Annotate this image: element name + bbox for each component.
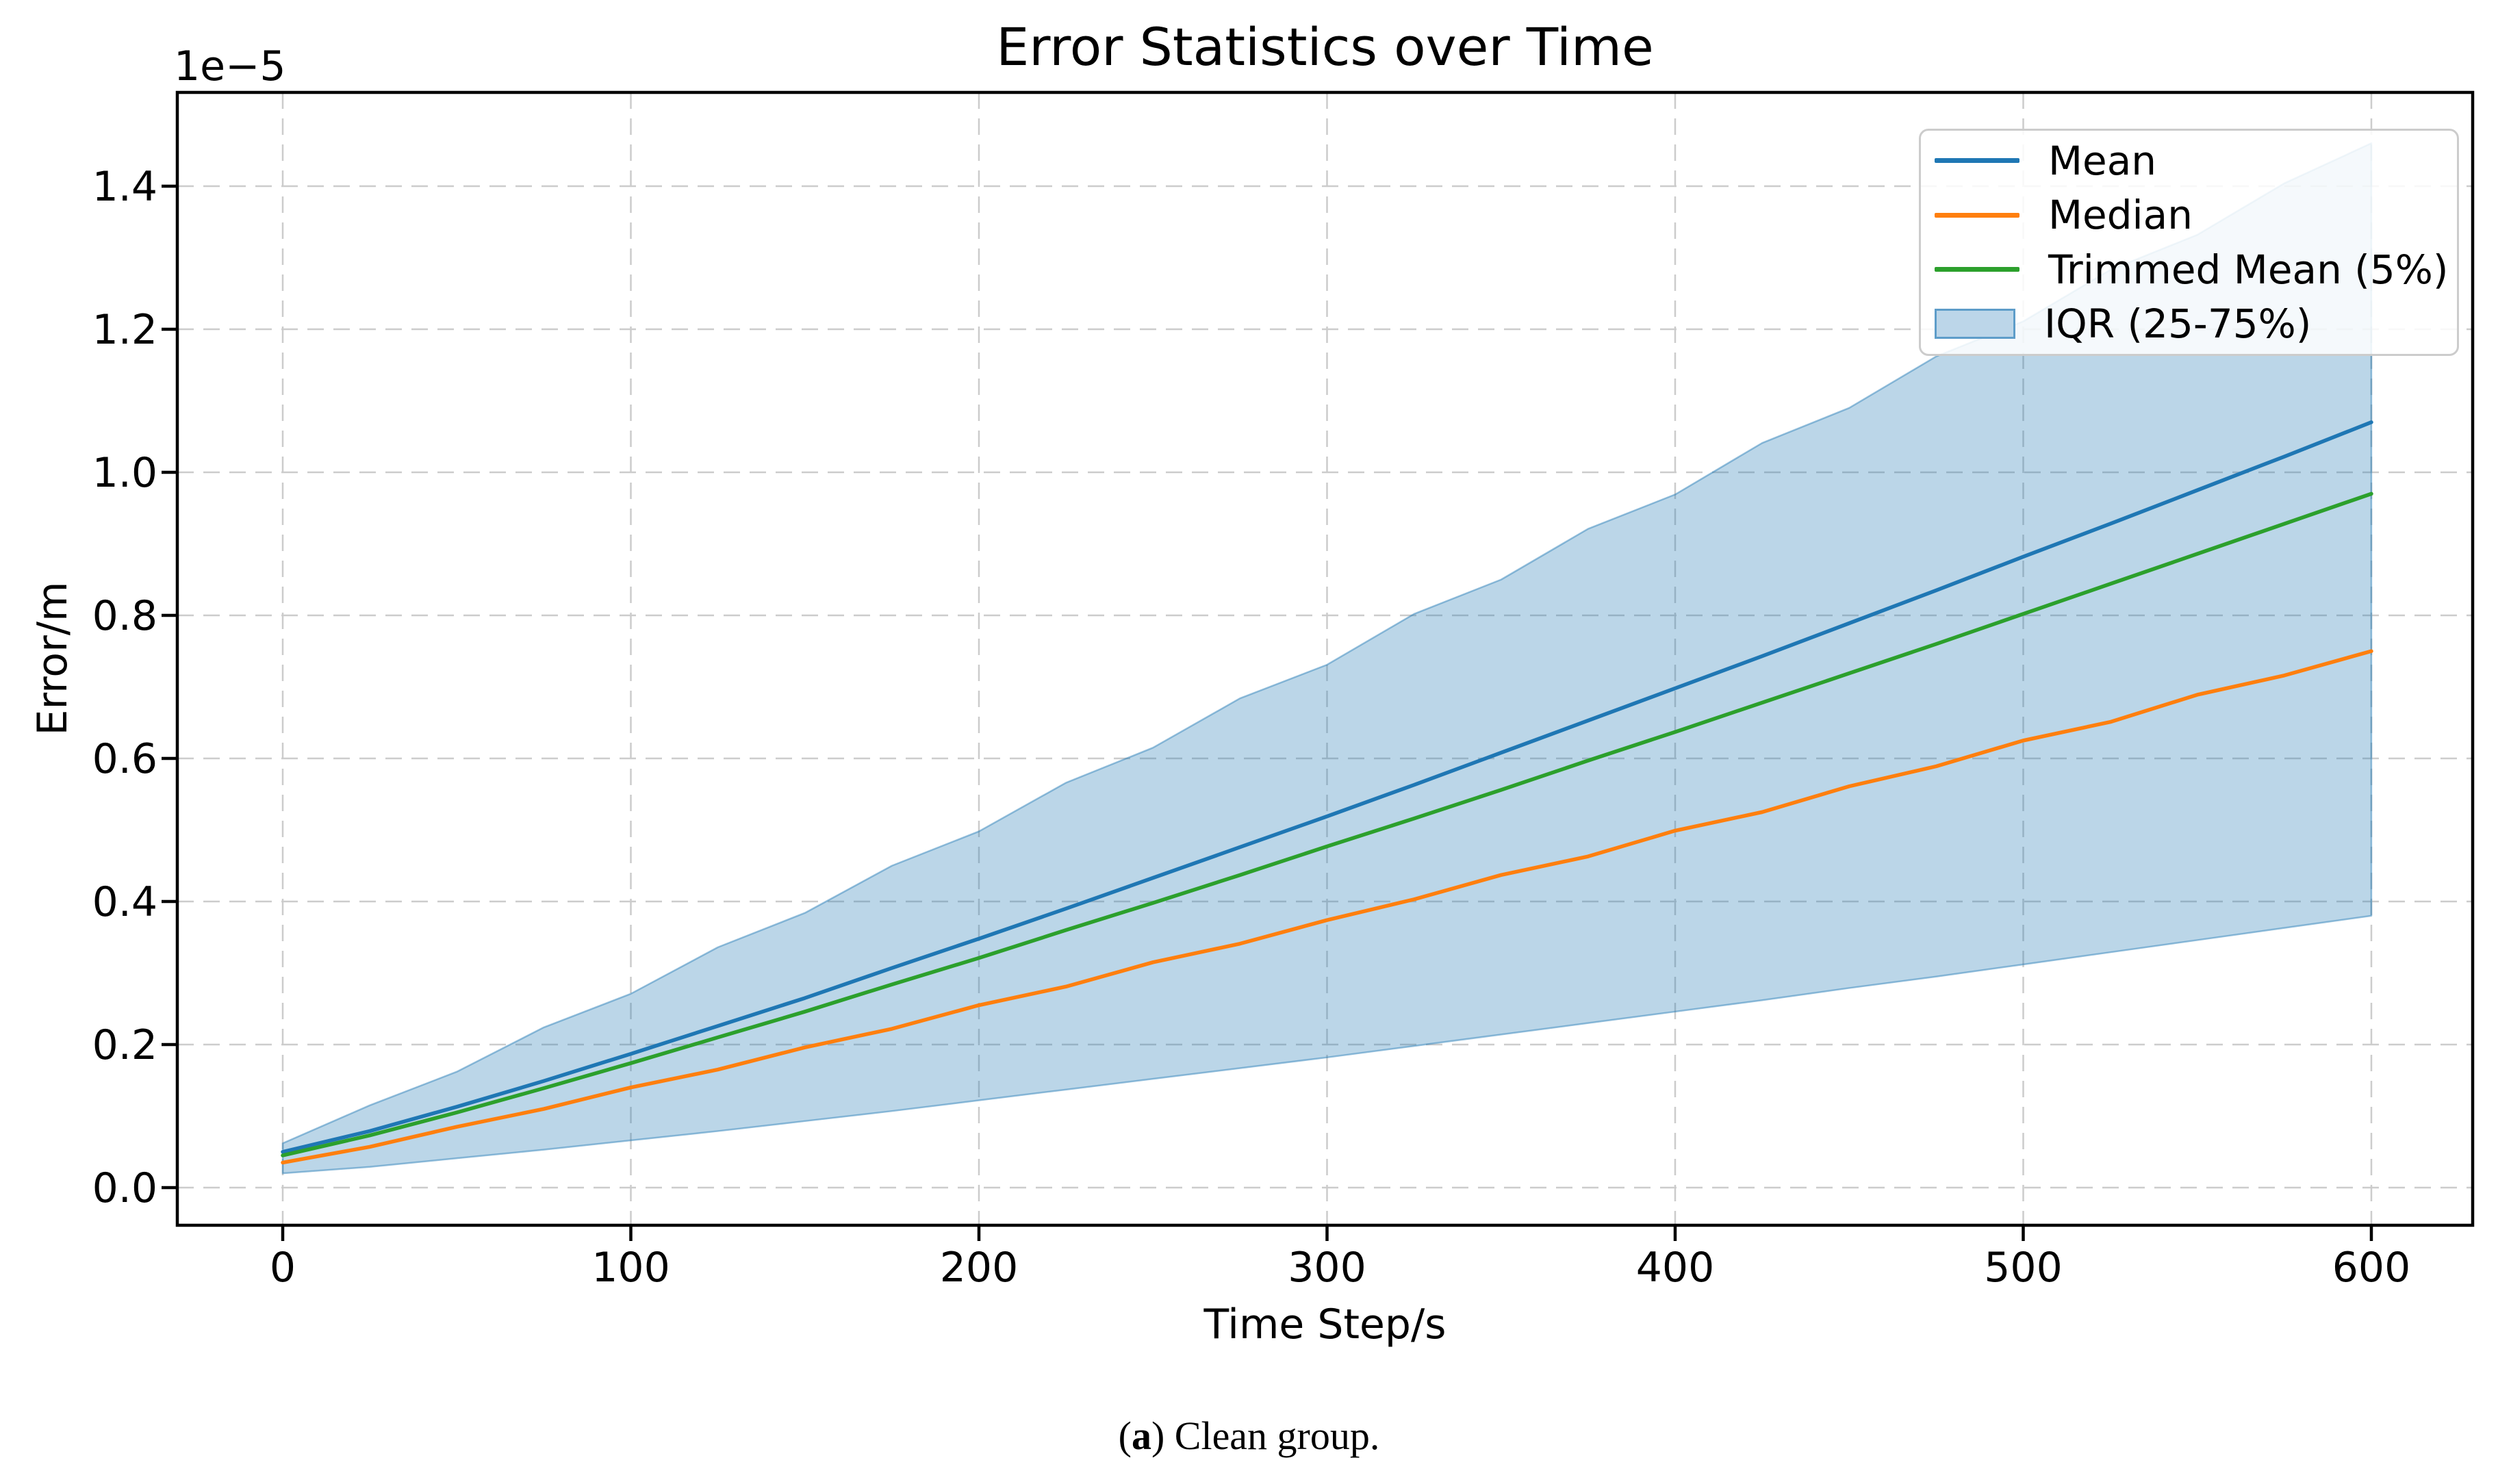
x-tick-label: 300: [1288, 1244, 1366, 1292]
y-tick-label: 0.6: [92, 735, 157, 783]
mean-line: [281, 420, 2373, 1154]
legend-row-iqr: IQR (25-75%): [1935, 297, 2443, 352]
x-tick-label: 600: [2332, 1244, 2411, 1292]
y-tick-label: 0.4: [92, 878, 157, 926]
caption-prefix: (: [1118, 1413, 1132, 1458]
iqr-patch-swatch: [1935, 309, 2015, 340]
legend-box: Mean Median Trimmed Mean (5%) IQR (25-75…: [1919, 129, 2459, 356]
y-tick-label: 1.2: [92, 306, 157, 354]
mean-line-swatch: [1935, 158, 2019, 164]
y-tick-label: 1.0: [92, 449, 157, 497]
iqr-band: [281, 142, 2373, 1175]
legend-row-mean: Mean: [1935, 133, 2443, 188]
caption-label: a: [1131, 1413, 1151, 1458]
trimmed-mean-5-line: [281, 491, 2373, 1157]
legend-row-trimmed-mean: Trimmed Mean (5%): [1935, 242, 2449, 297]
x-tick-label: 100: [591, 1244, 670, 1292]
y-tick-label: 0.8: [92, 592, 157, 640]
caption-suffix: ) Clean group.: [1151, 1413, 1380, 1458]
legend-label-iqr: IQR (25-75%): [2044, 300, 2312, 348]
y-tick-label: 1.4: [92, 163, 157, 211]
y-axis-label: Error/m: [29, 581, 77, 736]
median-line: [281, 649, 2373, 1165]
x-axis-label: Time Step/s: [1203, 1301, 1446, 1348]
x-tick-label: 500: [1984, 1244, 2063, 1292]
legend-label-median: Median: [2048, 192, 2193, 239]
legend-label-mean: Mean: [2048, 137, 2157, 184]
y-tick-label: 0.2: [92, 1021, 157, 1069]
x-tick-label: 200: [940, 1244, 1019, 1292]
figure-caption: (a) Clean group.: [0, 1413, 2498, 1459]
axes-spines: [175, 90, 2475, 1227]
trimmed-mean-line-swatch: [1935, 267, 2019, 272]
chart-title: Error Statistics over Time: [996, 16, 1654, 77]
x-tick-label: 0: [270, 1244, 296, 1292]
legend-row-median: Median: [1935, 188, 2443, 243]
legend-label-trimmed-mean: Trimmed Mean (5%): [2048, 246, 2449, 293]
median-line-swatch: [1935, 212, 2019, 218]
y-axis-offset-text: 1e−5: [174, 42, 286, 90]
y-tick-label: 0.0: [92, 1164, 157, 1212]
x-tick-label: 400: [1636, 1244, 1715, 1292]
